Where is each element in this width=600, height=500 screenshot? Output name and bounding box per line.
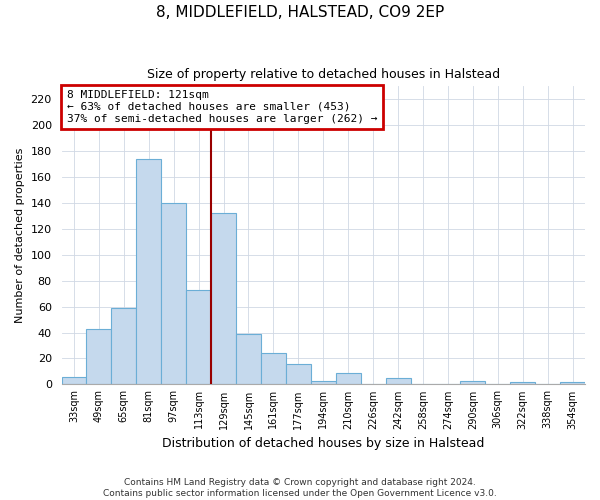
Bar bbox=[460, 380, 485, 384]
Bar bbox=[62, 376, 86, 384]
Bar bbox=[86, 328, 112, 384]
Bar bbox=[211, 213, 236, 384]
Bar bbox=[236, 334, 261, 384]
Bar bbox=[510, 382, 535, 384]
Bar bbox=[136, 158, 161, 384]
Title: Size of property relative to detached houses in Halstead: Size of property relative to detached ho… bbox=[147, 68, 500, 80]
Bar bbox=[286, 364, 311, 384]
Bar bbox=[186, 290, 211, 384]
Bar bbox=[386, 378, 410, 384]
Text: Contains HM Land Registry data © Crown copyright and database right 2024.
Contai: Contains HM Land Registry data © Crown c… bbox=[103, 478, 497, 498]
Bar bbox=[261, 354, 286, 384]
Bar bbox=[112, 308, 136, 384]
Bar bbox=[560, 382, 585, 384]
Text: 8, MIDDLEFIELD, HALSTEAD, CO9 2EP: 8, MIDDLEFIELD, HALSTEAD, CO9 2EP bbox=[156, 5, 444, 20]
Bar bbox=[161, 202, 186, 384]
Bar bbox=[336, 372, 361, 384]
Y-axis label: Number of detached properties: Number of detached properties bbox=[15, 148, 25, 323]
Bar bbox=[311, 380, 336, 384]
Text: 8 MIDDLEFIELD: 121sqm
← 63% of detached houses are smaller (453)
37% of semi-det: 8 MIDDLEFIELD: 121sqm ← 63% of detached … bbox=[67, 90, 377, 124]
X-axis label: Distribution of detached houses by size in Halstead: Distribution of detached houses by size … bbox=[162, 437, 484, 450]
